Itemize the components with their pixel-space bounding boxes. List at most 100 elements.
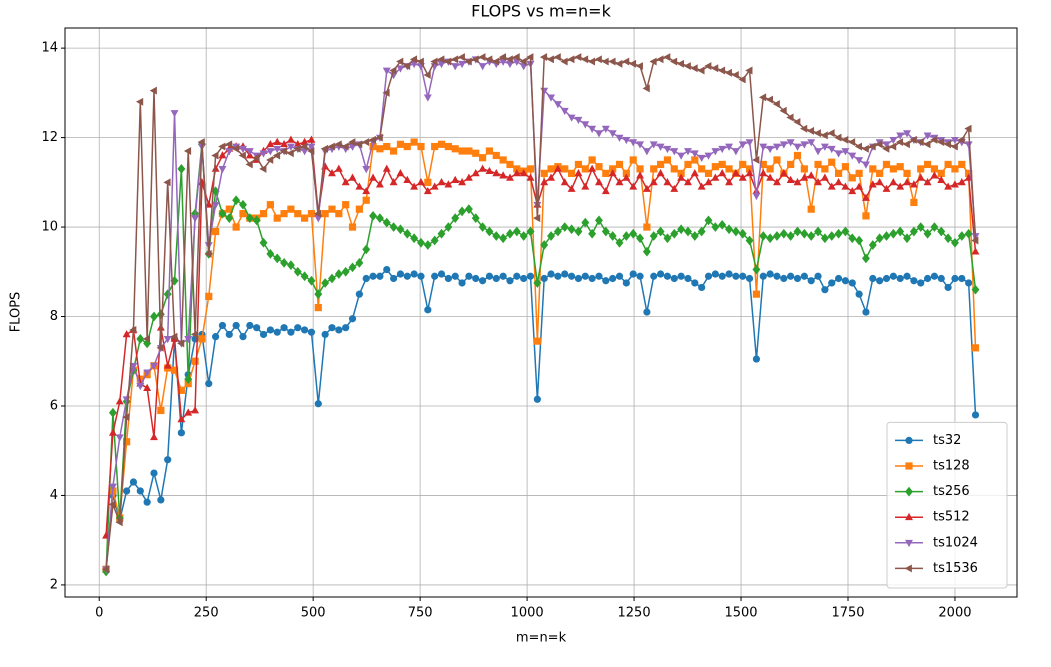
data-point (327, 142, 335, 151)
data-point (163, 336, 172, 344)
data-point (375, 133, 383, 142)
data-point (273, 145, 282, 154)
data-point (129, 478, 138, 486)
data-point (191, 406, 200, 414)
data-point (896, 274, 904, 283)
data-point (793, 151, 802, 160)
data-point (903, 130, 911, 138)
data-point (266, 326, 274, 334)
data-point (581, 272, 589, 280)
data-point (725, 270, 733, 278)
data-point (670, 274, 678, 283)
data-point (773, 178, 781, 186)
data-point (698, 165, 706, 173)
data-point (423, 71, 431, 79)
data-point (950, 142, 958, 151)
data-point (512, 226, 521, 237)
data-point (896, 226, 905, 237)
data-point (684, 148, 692, 156)
data-point (540, 240, 549, 250)
data-point (684, 160, 692, 169)
data-point (307, 135, 316, 143)
data-point (362, 186, 371, 195)
data-point (670, 184, 679, 192)
data-point (123, 487, 131, 495)
data-point (409, 55, 418, 64)
data-point (896, 132, 905, 140)
data-point (136, 487, 144, 495)
series-line (105, 141, 977, 570)
data-point (821, 286, 829, 294)
data-point (704, 169, 713, 177)
data-point (800, 272, 808, 280)
data-point (787, 160, 795, 169)
data-point (698, 283, 706, 292)
data-point (950, 180, 959, 188)
data-point (725, 165, 733, 173)
data-point (909, 226, 918, 237)
data-point (965, 279, 973, 287)
data-point (224, 140, 233, 149)
data-point (115, 518, 123, 527)
data-point (478, 53, 486, 62)
data-point (854, 142, 862, 151)
data-point (423, 186, 432, 195)
data-point (875, 178, 884, 186)
data-point (765, 95, 774, 104)
data-point (786, 175, 795, 183)
legend-marker (904, 564, 912, 573)
data-point (348, 223, 357, 231)
data-point (773, 231, 781, 241)
data-point (650, 165, 658, 173)
data-point (635, 62, 643, 70)
data-point (286, 143, 295, 151)
data-point (820, 233, 829, 244)
data-point (553, 101, 562, 109)
data-point (957, 231, 966, 241)
data-point (184, 408, 193, 416)
data-point (656, 226, 665, 237)
data-point (917, 279, 925, 287)
data-point (286, 135, 295, 143)
data-point (403, 228, 412, 239)
data-point (376, 145, 384, 153)
data-point (403, 272, 411, 280)
data-point (649, 178, 658, 186)
data-point (923, 178, 932, 186)
data-point (649, 141, 658, 149)
data-point (533, 337, 541, 345)
data-point (916, 173, 925, 181)
data-point (321, 210, 329, 218)
data-point (827, 231, 836, 241)
data-point (868, 180, 877, 188)
data-point (546, 55, 554, 64)
x-tick-label: 0 (95, 606, 103, 621)
data-point (567, 114, 576, 122)
data-point (581, 165, 589, 173)
data-point (424, 178, 432, 186)
data-point (143, 383, 152, 391)
data-point (752, 355, 761, 363)
legend-marker (905, 436, 913, 444)
data-point (787, 272, 795, 280)
data-point (273, 328, 281, 336)
data-point (499, 233, 508, 244)
data-point (355, 290, 363, 298)
series-line (105, 55, 977, 570)
data-point (205, 380, 213, 388)
data-point (253, 324, 261, 332)
data-point (868, 142, 876, 151)
data-point (539, 53, 548, 62)
data-point (314, 303, 322, 312)
data-point (861, 144, 869, 153)
data-point (629, 228, 638, 239)
data-point (301, 326, 309, 334)
data-point (841, 135, 849, 144)
data-point (205, 292, 213, 300)
data-point (650, 272, 658, 280)
data-point (458, 60, 467, 69)
data-point (766, 165, 774, 173)
data-point (492, 151, 500, 160)
data-point (944, 283, 952, 292)
data-point (669, 57, 678, 66)
